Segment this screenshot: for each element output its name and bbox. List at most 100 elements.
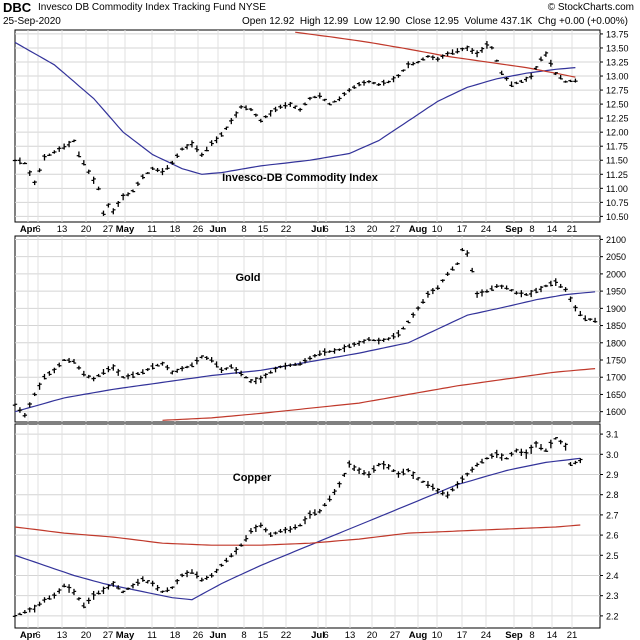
ohlc-bar: [111, 364, 116, 371]
ohlc-bar: [406, 320, 411, 324]
ohlc-bar: [155, 168, 160, 173]
ohlc-bar: [248, 107, 254, 112]
ohlc-bar: [465, 472, 470, 477]
x-tick-label: 22: [281, 224, 292, 235]
ohlc-bar: [57, 146, 62, 152]
ohlc-bar: [587, 318, 593, 321]
panel-title: Invesco-DB Commodity Index: [222, 172, 379, 184]
x-tick-label: 26: [193, 630, 204, 640]
ohlc-bar: [165, 587, 170, 593]
ohlc-bar: [32, 604, 37, 613]
ohlc-bar: [165, 364, 170, 371]
ohlc-bar: [376, 337, 381, 345]
ohlc-bar: [499, 453, 504, 461]
ohlc-bar: [268, 532, 273, 537]
ohlc-bar: [474, 50, 480, 58]
ohlc-bar: [91, 376, 96, 382]
ohlc-bar: [391, 76, 396, 83]
ohlc-bar: [111, 208, 116, 215]
ohlc-bar: [337, 96, 342, 102]
ohlc-bar: [170, 160, 175, 165]
ohlc-bar: [356, 467, 362, 474]
ohlc-bar: [361, 470, 367, 476]
ohlc-bar: [356, 340, 362, 346]
ohlc-bar: [347, 460, 352, 468]
ohlc-bar: [179, 366, 185, 372]
ohlc-bar: [410, 61, 416, 66]
x-tick-label: Jul: [311, 630, 325, 640]
ohlc-bar: [302, 358, 308, 364]
ohlc-bar: [179, 147, 185, 151]
ohlc-bar: [533, 66, 539, 70]
ticker-symbol: DBC: [3, 0, 32, 15]
x-tick-label: 6: [35, 630, 40, 640]
ohlc-bar: [140, 369, 146, 375]
ohlc-bar: [573, 460, 578, 465]
ohlc-bar: [553, 278, 558, 286]
panel-title: Gold: [235, 272, 260, 284]
ohlc-bar: [509, 289, 514, 292]
ohlc-bar: [302, 102, 308, 106]
ohlc-bar: [111, 581, 116, 587]
ohlc-bar: [386, 464, 391, 470]
ohlc-bar: [263, 115, 268, 119]
ohlc-bar: [253, 524, 259, 532]
ohlc-bar: [322, 348, 327, 356]
ohlc-bar: [116, 368, 121, 376]
ohlc-bar: [47, 370, 52, 376]
ohlc-bar: [312, 354, 318, 358]
x-tick-label: 20: [81, 224, 92, 235]
y-tick-label: 3.1: [606, 430, 619, 440]
ohlc-bar: [204, 146, 209, 152]
ohlc-bar: [17, 612, 23, 616]
volume-label: Volume: [464, 16, 498, 27]
ohlc-bar: [494, 59, 499, 62]
ohlc-bar: [175, 368, 180, 373]
open-value: 12.92: [269, 16, 295, 27]
ohlc-bar: [465, 250, 470, 257]
ohlc-bar: [371, 465, 377, 473]
ohlc-bar: [199, 355, 205, 359]
ohlc-bar: [57, 362, 62, 368]
ohlc-bar: [406, 61, 411, 69]
ohlc-bar: [297, 523, 303, 527]
ohlc-bar: [214, 136, 219, 144]
ohlc-bar: [592, 317, 598, 323]
ohlc-bar: [528, 290, 534, 298]
ohlc-bar: [268, 370, 273, 374]
ohlc-bar: [479, 458, 485, 464]
ohlc-bar: [22, 162, 28, 165]
ohlc-bar: [499, 284, 504, 289]
x-tick-label: Apr: [20, 630, 37, 640]
ohlc-bar: [91, 590, 96, 600]
ohlc-bar: [22, 610, 28, 614]
chg-value: +0.00 (+0.00%): [559, 16, 628, 27]
ohlc-bar: [37, 601, 42, 607]
ohlc-bar: [465, 45, 470, 52]
ohlc-bar: [81, 370, 87, 377]
x-tick-label: 8: [241, 224, 246, 235]
ohlc-bar: [120, 375, 126, 379]
quote-line: Open 12.92 High 12.99 Low 12.90 Close 12…: [242, 16, 628, 27]
x-tick-label: 13: [345, 224, 356, 235]
ohlc-bar: [130, 189, 136, 193]
ohlc-bar: [489, 453, 495, 459]
ohlc-bar: [184, 365, 190, 369]
ohlc-bar: [430, 483, 436, 491]
x-tick-label: 20: [367, 630, 378, 640]
ohlc-bar: [474, 291, 480, 298]
ohlc-bar: [12, 614, 18, 618]
x-tick-label: 15: [258, 224, 269, 235]
x-tick-label: 11: [147, 630, 157, 640]
ohlc-bar: [57, 588, 62, 594]
ohlc-bar: [553, 72, 558, 76]
panel-frame: [14, 423, 601, 629]
ohlc-bar: [361, 339, 367, 344]
x-tick-label: Sep: [505, 630, 523, 640]
x-tick-label: 6: [323, 630, 328, 640]
ohlc-bar: [509, 451, 514, 457]
ma-50-line: [14, 41, 576, 175]
ohlc-bar: [209, 573, 214, 578]
ohlc-bar: [209, 140, 214, 146]
